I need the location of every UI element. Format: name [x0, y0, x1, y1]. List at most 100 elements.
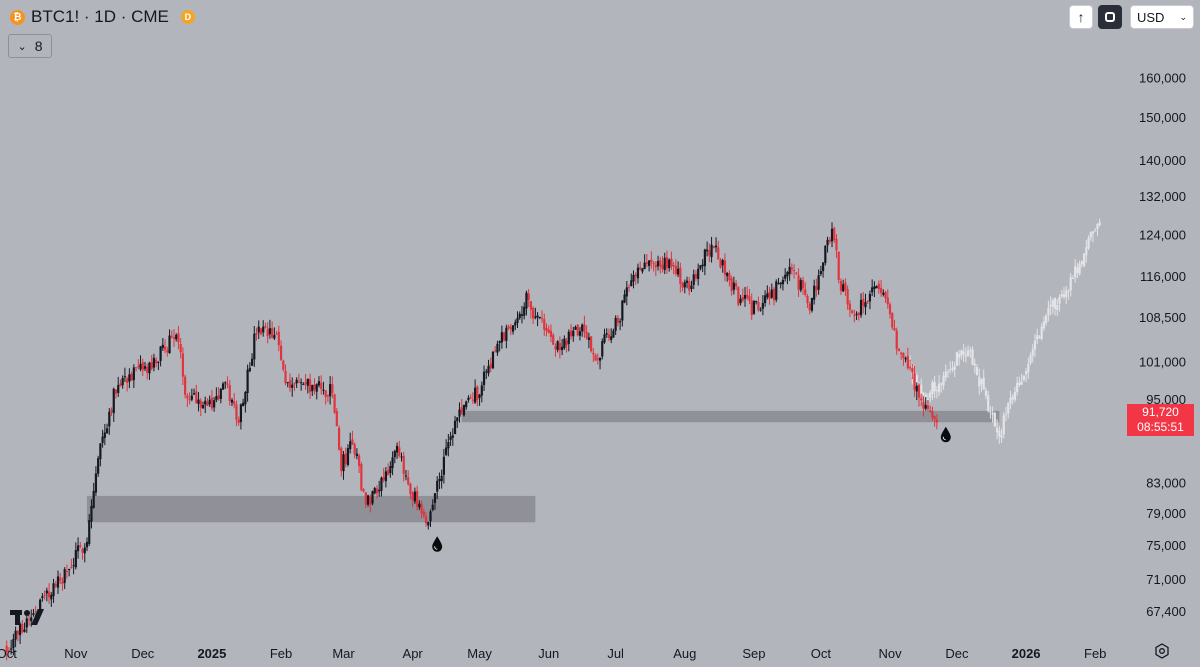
candle	[387, 463, 390, 476]
candle	[496, 340, 499, 356]
candle	[902, 352, 905, 366]
candle	[581, 323, 584, 337]
candle	[639, 261, 642, 271]
projection-candle	[1098, 218, 1101, 227]
tradingview-logo-icon[interactable]	[9, 606, 45, 626]
candle	[790, 263, 793, 275]
candle	[770, 283, 773, 299]
x-tick-label: May	[467, 646, 492, 661]
y-tick-label: 67,400	[1146, 604, 1186, 619]
projection-candle	[1038, 335, 1041, 339]
candle	[248, 362, 251, 373]
candle	[732, 276, 735, 295]
candle	[12, 633, 15, 656]
candle	[750, 293, 753, 321]
projection-candles-layer	[906, 218, 1101, 444]
candle	[681, 281, 684, 292]
candle	[891, 312, 894, 330]
candle	[875, 285, 878, 289]
candle	[623, 289, 626, 304]
candle	[23, 622, 26, 633]
candle	[498, 340, 501, 352]
candle	[668, 258, 671, 272]
symbol-header[interactable]: ₿ BTC1! · 1D · CME D	[10, 6, 195, 28]
candle	[619, 318, 622, 331]
candle	[402, 451, 405, 482]
symbol-title[interactable]: BTC1! · 1D · CME	[31, 7, 169, 26]
projection-candle	[1078, 260, 1081, 276]
projection-candle	[993, 411, 996, 428]
demand-zone-1	[86, 495, 536, 523]
candle	[908, 359, 912, 371]
projection-candle	[940, 382, 943, 393]
candle	[204, 396, 207, 414]
candle	[879, 279, 883, 297]
y-tick-label: 140,000	[1139, 153, 1186, 168]
candle	[206, 398, 209, 407]
candle	[661, 256, 664, 273]
candle	[784, 268, 787, 282]
candle	[416, 485, 419, 511]
candle	[188, 392, 191, 405]
candle	[598, 357, 602, 370]
candle	[603, 328, 606, 344]
projection-candle	[1071, 275, 1075, 280]
candle	[170, 330, 173, 339]
candle	[424, 512, 428, 527]
candle	[438, 472, 441, 490]
candle	[746, 286, 749, 301]
candle	[926, 400, 930, 412]
candle	[208, 395, 211, 407]
delayed-data-badge[interactable]: D	[180, 10, 195, 24]
x-tick-label: Dec	[131, 646, 155, 661]
bar-countdown: 08:55:51	[1137, 420, 1184, 434]
indicators-toggle-button[interactable]: ⌄ 8	[8, 34, 52, 58]
fullscreen-button[interactable]	[1098, 5, 1122, 29]
candle	[839, 278, 843, 296]
projection-candle	[964, 347, 967, 363]
candle	[833, 226, 836, 243]
candle	[781, 276, 785, 291]
candle	[804, 282, 807, 297]
candle	[855, 311, 858, 320]
candle	[184, 374, 187, 399]
candle	[897, 347, 901, 352]
projection-candle	[962, 344, 965, 362]
candle	[393, 449, 396, 464]
projection-candle	[1007, 402, 1010, 419]
y-tick-label: 75,000	[1146, 538, 1186, 553]
candle	[670, 251, 673, 270]
candle	[81, 547, 84, 560]
candle	[230, 398, 234, 407]
candle	[777, 277, 780, 285]
candle	[215, 387, 218, 403]
y-tick-label: 124,000	[1139, 228, 1186, 243]
candle	[114, 389, 118, 399]
candle	[578, 327, 582, 341]
candle	[398, 440, 401, 458]
candle	[772, 286, 776, 306]
x-tick-label: 2025	[197, 646, 226, 661]
candle	[592, 348, 595, 362]
candle	[210, 390, 214, 411]
candle	[132, 364, 135, 389]
candle	[112, 387, 115, 422]
currency-select[interactable]: USD ⌄	[1130, 5, 1194, 29]
x-tick-label: Apr	[403, 646, 424, 661]
candle	[288, 373, 292, 392]
candle	[137, 359, 140, 370]
gear-icon[interactable]	[1154, 643, 1170, 659]
candle	[714, 237, 718, 253]
candle	[643, 254, 646, 270]
bitcoin-icon: ₿	[10, 9, 25, 25]
candle	[195, 384, 198, 404]
y-tick-label: 95,000	[1146, 392, 1186, 407]
arrow-up-button[interactable]: ↑	[1069, 5, 1093, 29]
y-tick-label: 108,500	[1139, 310, 1186, 325]
candle	[824, 245, 827, 266]
candle	[143, 361, 147, 372]
candle	[197, 392, 200, 412]
candle	[500, 325, 503, 349]
candle	[587, 332, 590, 349]
